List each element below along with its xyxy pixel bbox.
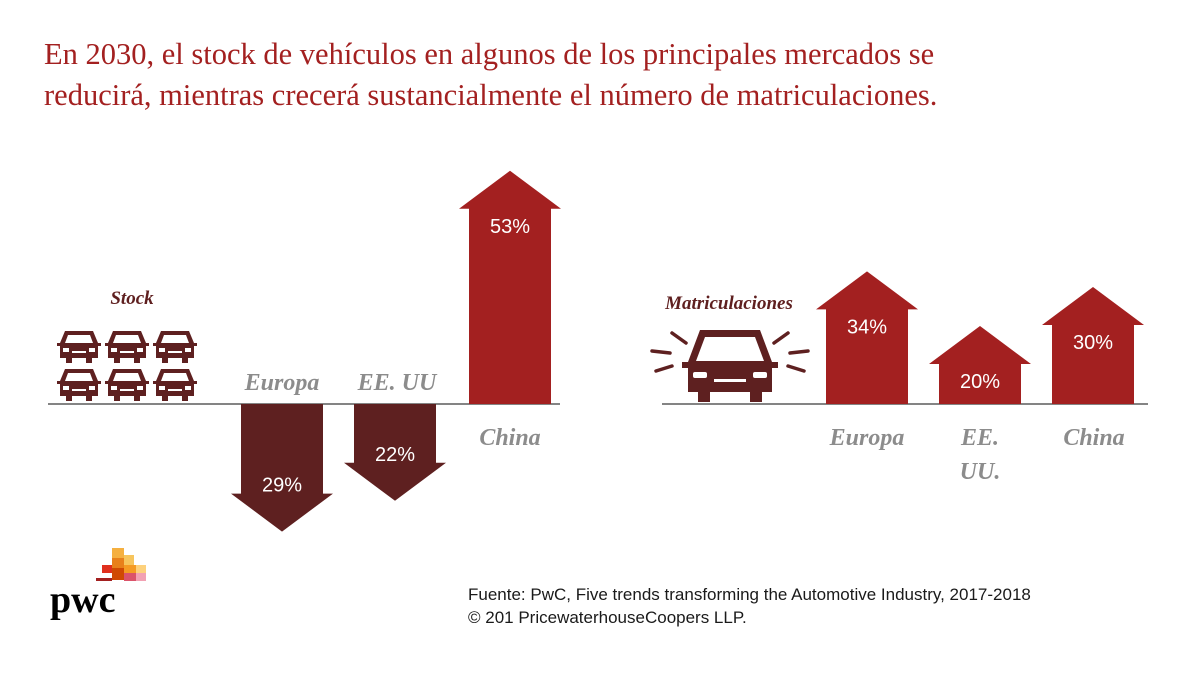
arrow-bar-europa [816, 271, 918, 404]
arrow-bar-china [459, 170, 561, 404]
section-title: Matriculaciones [664, 293, 793, 314]
section-title: Stock [110, 288, 154, 309]
stock-chart: Stock 29% Europa 22% EE. UU 53% China [48, 170, 561, 532]
registrations-chart: Matriculaciones 34% Europa 20% EE. UU. 30% Chin… [662, 271, 1148, 485]
category-label: China [1063, 425, 1124, 451]
value-label: 20% [960, 371, 1000, 393]
category-label: EE. UU. [960, 425, 1001, 485]
pwc-logo: pwc [50, 548, 146, 621]
arrow-bar-china [1042, 287, 1144, 404]
category-label: Europa [244, 370, 320, 396]
value-label: 53% [490, 216, 530, 238]
category-label: China [479, 425, 540, 451]
car-front-icon [650, 330, 810, 402]
arrow-bar-ee-uu [344, 404, 446, 501]
value-label: 29% [262, 475, 302, 497]
pwc-logo-text: pwc [50, 579, 115, 621]
value-label: 34% [847, 316, 887, 338]
value-label: 22% [375, 444, 415, 466]
category-label: EE. UU [357, 370, 438, 396]
arrow-bar-ee-uu [929, 326, 1031, 404]
category-label: Europa [829, 425, 905, 451]
page-title: En 2030, el stock de vehículos en alguno… [44, 34, 1184, 116]
title-line-1: En 2030, el stock de vehículos en alguno… [44, 37, 935, 71]
arrow-bar-europa [231, 404, 333, 532]
source-line-2: © 201 PricewaterhouseCoopers LLP. [468, 608, 747, 627]
value-label: 30% [1073, 332, 1113, 354]
cars-icon [57, 331, 197, 401]
source-note: Fuente: PwC, Five trends transforming th… [468, 583, 1031, 629]
source-line-1: Fuente: PwC, Five trends transforming th… [468, 585, 1031, 604]
title-line-2: reducirá, mientras crecerá sustancialmen… [44, 78, 938, 112]
